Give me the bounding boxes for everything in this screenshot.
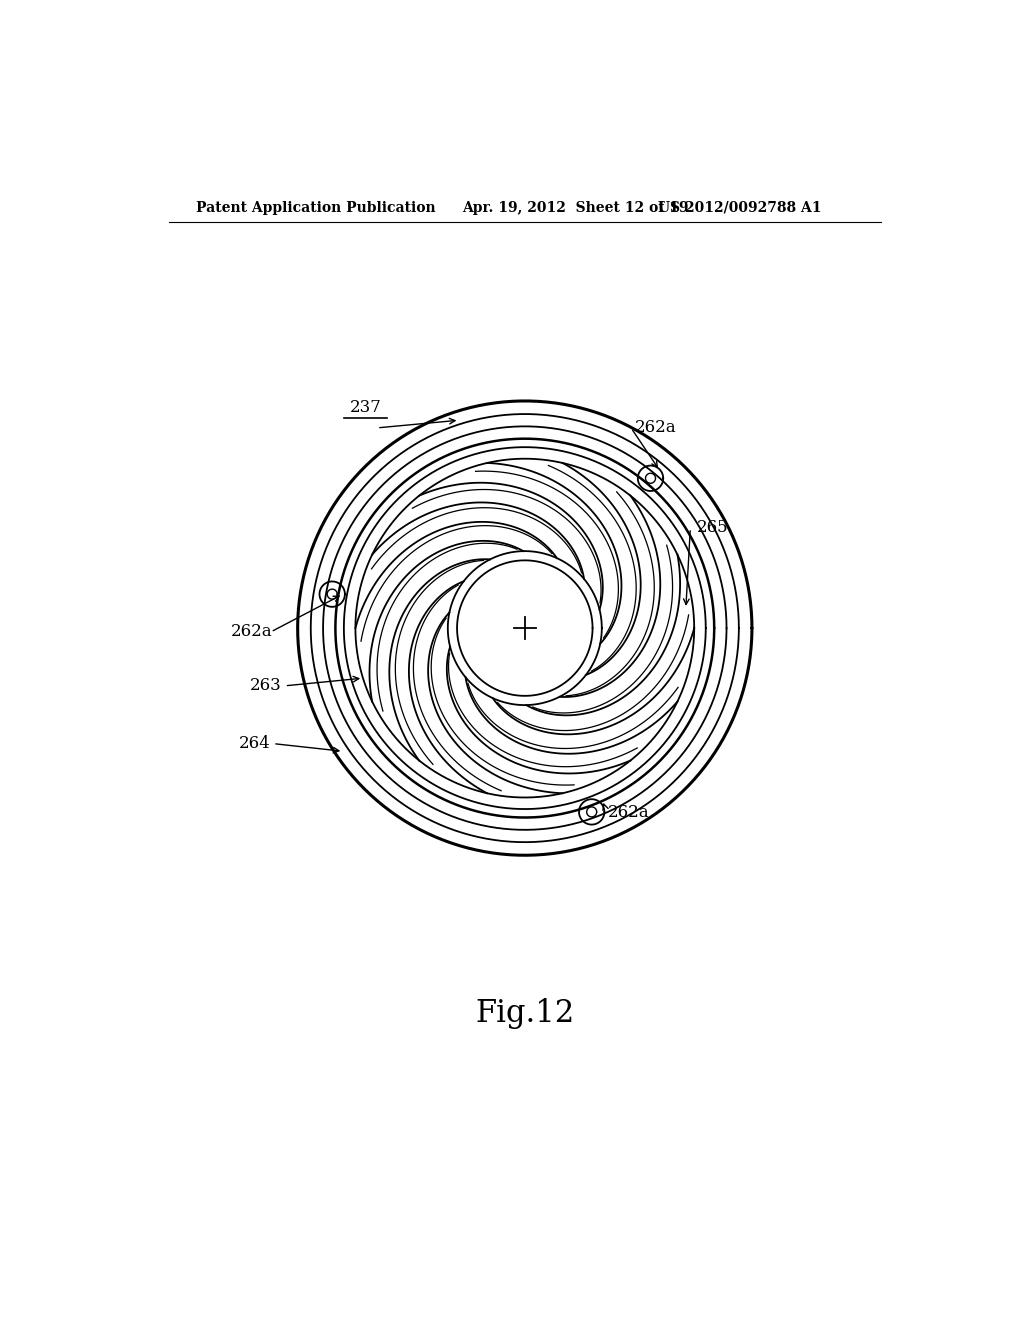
Text: 265: 265: [696, 520, 728, 536]
Text: Patent Application Publication: Patent Application Publication: [196, 201, 435, 215]
Text: 262a: 262a: [608, 804, 649, 821]
Text: 237: 237: [349, 400, 381, 416]
Text: 262a: 262a: [230, 623, 272, 640]
Text: 262a: 262a: [635, 420, 677, 437]
Text: Apr. 19, 2012  Sheet 12 of 19: Apr. 19, 2012 Sheet 12 of 19: [462, 201, 688, 215]
Text: 264: 264: [239, 735, 270, 752]
Text: 263: 263: [250, 677, 282, 694]
Text: US 2012/0092788 A1: US 2012/0092788 A1: [658, 201, 821, 215]
Text: Fig.12: Fig.12: [475, 998, 574, 1028]
